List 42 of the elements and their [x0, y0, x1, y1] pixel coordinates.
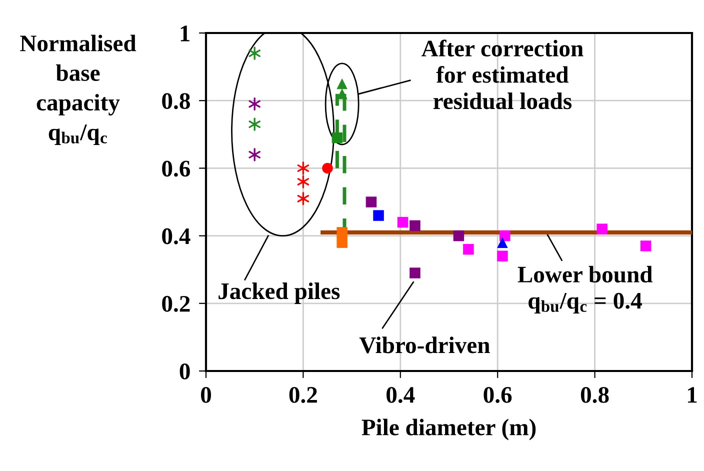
x-tick-label: 0.6 [484, 386, 512, 403]
point [497, 237, 508, 248]
point [497, 250, 508, 262]
x-tick-label: 0.4 [386, 386, 415, 403]
y-tick-label: 0.4 [162, 228, 190, 244]
point [373, 210, 384, 221]
point [336, 227, 348, 238]
y-tick-label: 0.8 [162, 93, 190, 110]
y-tick-label: 0.6 [162, 160, 190, 177]
annotation: After correction for estimated residual loads [422, 40, 584, 110]
point [366, 196, 377, 208]
x-axis-title: Pile diameter (m) [362, 418, 536, 440]
point [410, 220, 420, 232]
y-tick-label: 1 [180, 26, 190, 42]
x-tick-label: 0 [200, 386, 212, 403]
point [336, 237, 348, 248]
point [336, 78, 348, 90]
annotation: Jacked piles [218, 282, 340, 304]
x-tick-label: 0.2 [289, 386, 317, 403]
point [297, 192, 310, 206]
point [500, 230, 510, 242]
point [248, 97, 260, 111]
point [248, 148, 260, 162]
x-tick-label: 1 [688, 387, 697, 403]
point [332, 132, 343, 144]
point [453, 230, 464, 242]
point [596, 224, 608, 234]
point [248, 118, 260, 131]
point [322, 162, 333, 174]
point [410, 268, 420, 278]
point [297, 175, 310, 188]
point [640, 240, 652, 252]
point [397, 216, 408, 228]
y-tick-label: 0 [180, 363, 190, 380]
point [297, 162, 310, 175]
y-tick-label: 0.2 [162, 296, 190, 312]
point [248, 46, 260, 60]
annotation: Lower bound q$_{bu}$/q$_{c}$ = 0.4 [518, 266, 653, 314]
annotation: Vibro-driven [359, 336, 490, 354]
y-axis-title: Normalised base capacity q$_{bu}$/q$_{c}$ [20, 34, 136, 146]
x-tick-label: 0.8 [580, 386, 609, 403]
point [463, 244, 474, 255]
